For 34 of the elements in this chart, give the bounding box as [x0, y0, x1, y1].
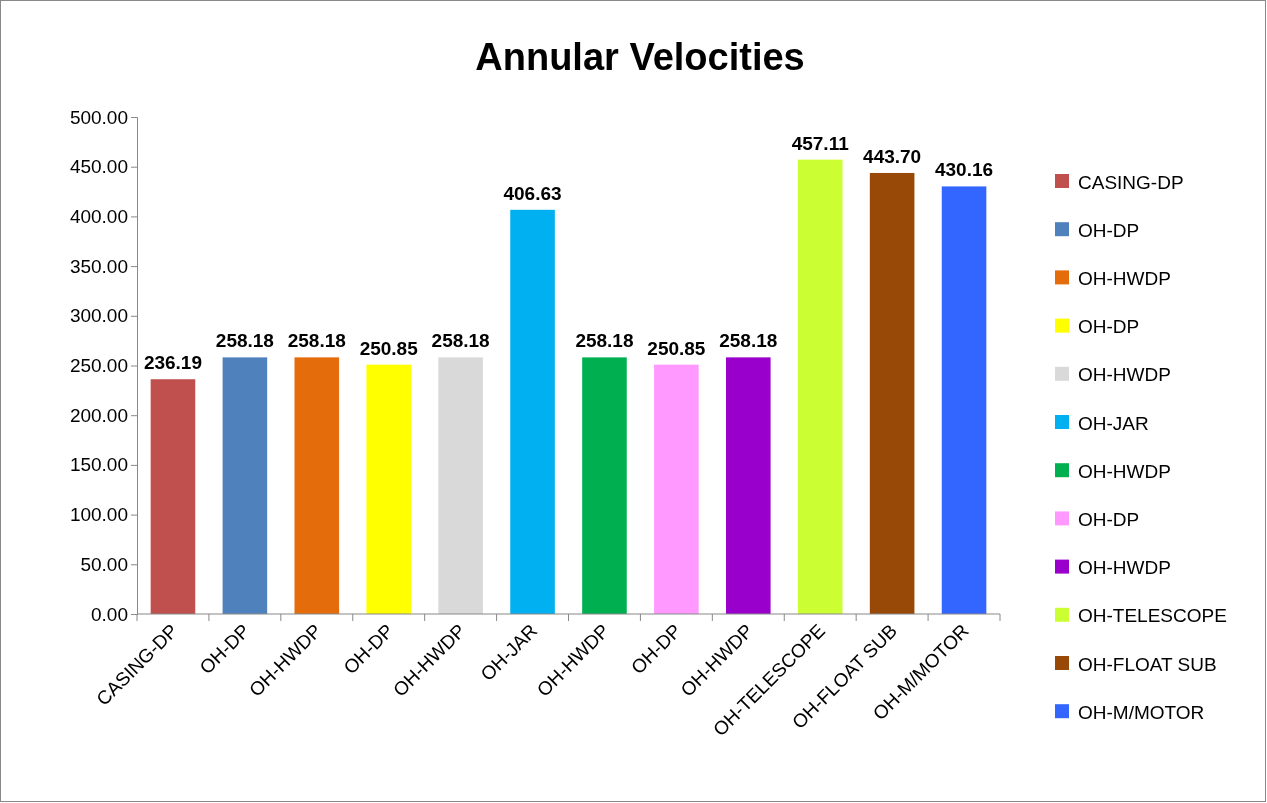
y-tick-label: 400.00: [69, 205, 128, 227]
data-label: 443.70: [863, 145, 922, 167]
legend-label: OH-HWDP: [1078, 557, 1171, 579]
data-label: 258.18: [287, 330, 346, 352]
data-label: 236.19: [143, 352, 203, 374]
data-label: 250.85: [647, 337, 706, 359]
data-label: 258.18: [215, 330, 274, 352]
chart-title: Annular Velocities: [475, 36, 805, 78]
data-label: 258.18: [431, 330, 490, 352]
legend-label: OH-HWDP: [1078, 364, 1171, 386]
data-label: 457.11: [791, 132, 850, 154]
legend-label: OH-TELESCOPE: [1078, 605, 1227, 627]
y-tick-label: 0.00: [91, 603, 128, 625]
data-label: 250.85: [359, 337, 419, 359]
legend-label: OH-JAR: [1078, 412, 1149, 434]
data-label: 430.16: [934, 159, 994, 181]
y-tick-label: 200.00: [69, 404, 128, 426]
legend-label: CASING-DP: [1078, 171, 1184, 193]
legend-label: OH-DP: [1078, 219, 1140, 241]
y-tick-label: 50.00: [80, 553, 128, 575]
legend-label: OH-DP: [1078, 316, 1140, 338]
y-tick-label: 100.00: [69, 504, 128, 526]
data-label: 406.63: [503, 182, 562, 204]
legend-label: OH-DP: [1078, 509, 1140, 531]
y-tick-label: 250.00: [69, 355, 128, 377]
y-tick-label: 500.00: [69, 106, 128, 128]
data-label: 258.18: [575, 330, 634, 352]
y-tick-label: 350.00: [69, 255, 128, 277]
y-tick-label: 150.00: [69, 454, 128, 476]
legend-label: OH-HWDP: [1078, 460, 1171, 482]
legend-label: OH-HWDP: [1078, 268, 1171, 290]
y-tick-label: 300.00: [69, 305, 128, 327]
y-tick-label: 450.00: [69, 156, 128, 178]
data-label: 258.18: [719, 330, 778, 352]
